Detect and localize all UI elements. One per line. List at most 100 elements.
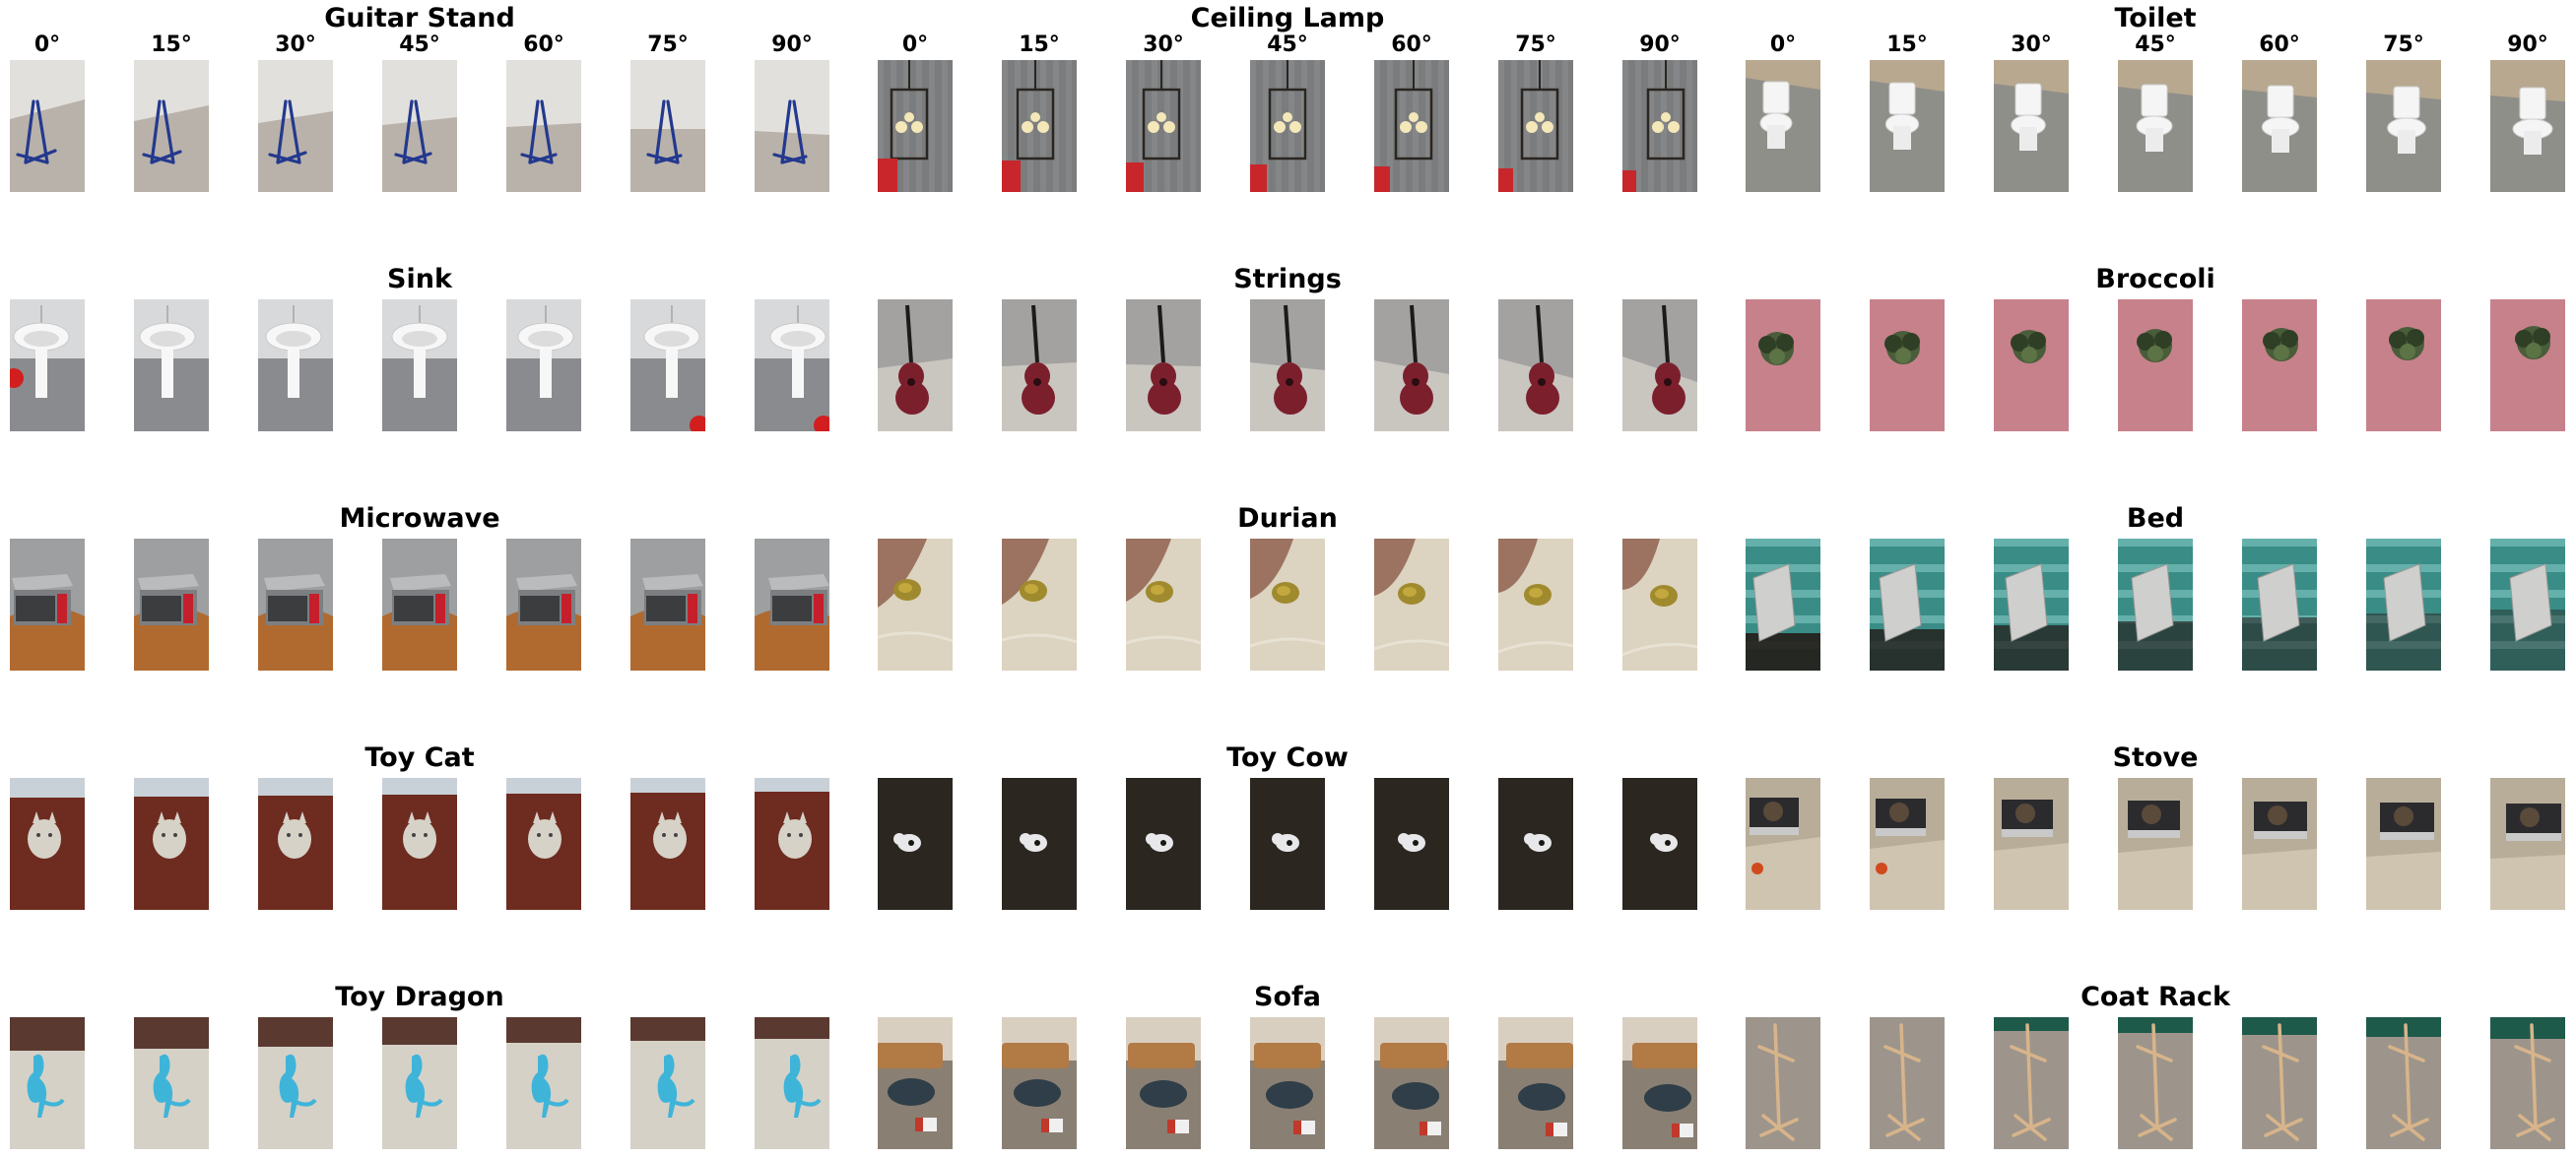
photo-placeholder: [1994, 299, 2069, 431]
view-image-cat: [630, 778, 705, 910]
view-image-cow: [878, 778, 953, 910]
photo-placeholder: [1746, 778, 1820, 910]
photo-placeholder: [630, 299, 705, 431]
photo-placeholder: [1994, 778, 2069, 910]
object-title: Stove: [1909, 742, 2402, 774]
photo-placeholder: [2242, 1017, 2317, 1149]
photo-placeholder: [1498, 1017, 1573, 1149]
object-title: Bed: [1909, 503, 2402, 535]
photo-placeholder: [2490, 1017, 2565, 1149]
photo-placeholder: [1746, 299, 1820, 431]
view-image-cow: [1498, 778, 1573, 910]
view-image-microwave: [755, 539, 829, 671]
photo-placeholder: [755, 539, 829, 671]
angle-label: 30°: [1982, 32, 2081, 58]
view-image-cat: [755, 778, 829, 910]
view-image-lamp: [1002, 60, 1077, 192]
photo-placeholder: [1126, 60, 1201, 192]
object-title: Sink: [173, 264, 666, 295]
view-image-lamp: [1374, 60, 1449, 192]
view-image-stove: [1994, 778, 2069, 910]
view-image-toilet: [2118, 60, 2193, 192]
view-image-sink: [258, 299, 333, 431]
photo-placeholder: [1002, 299, 1077, 431]
view-image-broccoli: [1870, 299, 1945, 431]
photo-placeholder: [1250, 299, 1325, 431]
angle-label: 60°: [1362, 32, 1461, 58]
photo-placeholder: [878, 539, 953, 671]
photo-placeholder: [1870, 539, 1945, 671]
view-image-stand: [755, 60, 829, 192]
photo-placeholder: [1994, 1017, 2069, 1149]
photo-placeholder: [1622, 778, 1697, 910]
angle-label: 15°: [990, 32, 1089, 58]
view-image-durian: [1622, 539, 1697, 671]
photo-placeholder: [1002, 778, 1077, 910]
photo-placeholder: [878, 60, 953, 192]
view-image-sink: [382, 299, 457, 431]
photo-placeholder: [2366, 299, 2441, 431]
view-image-stove: [1870, 778, 1945, 910]
photo-placeholder: [1498, 778, 1573, 910]
photo-placeholder: [1250, 778, 1325, 910]
view-image-toilet: [1746, 60, 1820, 192]
view-image-dragon: [10, 1017, 85, 1149]
photo-placeholder: [134, 539, 209, 671]
view-image-lamp: [1250, 60, 1325, 192]
view-image-guitar: [1622, 299, 1697, 431]
photo-placeholder: [1002, 60, 1077, 192]
angle-label: 0°: [0, 32, 97, 58]
photo-placeholder: [2366, 60, 2441, 192]
view-image-rack: [2366, 1017, 2441, 1149]
angle-label: 30°: [1114, 32, 1213, 58]
photo-placeholder: [755, 1017, 829, 1149]
view-image-microwave: [382, 539, 457, 671]
photo-placeholder: [382, 1017, 457, 1149]
object-title: Coat Rack: [1909, 982, 2402, 1013]
view-image-microwave: [258, 539, 333, 671]
photo-placeholder: [1498, 539, 1573, 671]
photo-placeholder: [1870, 778, 1945, 910]
view-image-sink: [10, 299, 85, 431]
photo-placeholder: [1126, 1017, 1201, 1149]
photo-placeholder: [134, 778, 209, 910]
photo-placeholder: [2118, 299, 2193, 431]
photo-placeholder: [1002, 1017, 1077, 1149]
view-image-sofa: [1622, 1017, 1697, 1149]
object-title: Strings: [1041, 264, 1534, 295]
view-image-cat: [506, 778, 581, 910]
view-image-sink: [506, 299, 581, 431]
photo-placeholder: [506, 299, 581, 431]
angle-label: 75°: [2354, 32, 2453, 58]
photo-placeholder: [2490, 60, 2565, 192]
view-image-stand: [258, 60, 333, 192]
view-image-sofa: [1374, 1017, 1449, 1149]
photo-placeholder: [878, 778, 953, 910]
photo-placeholder: [1126, 299, 1201, 431]
object-title: Sofa: [1041, 982, 1534, 1013]
view-image-stove: [2118, 778, 2193, 910]
object-title: Guitar Stand: [173, 3, 666, 34]
view-image-dragon: [382, 1017, 457, 1149]
photo-placeholder: [134, 299, 209, 431]
view-image-cow: [1002, 778, 1077, 910]
photo-placeholder: [2242, 299, 2317, 431]
photo-placeholder: [10, 1017, 85, 1149]
photo-placeholder: [755, 299, 829, 431]
photo-placeholder: [630, 539, 705, 671]
photo-placeholder: [1250, 539, 1325, 671]
object-title: Toilet: [1909, 3, 2402, 34]
object-title: Toy Cow: [1041, 742, 1534, 774]
photo-placeholder: [2366, 1017, 2441, 1149]
photo-placeholder: [878, 1017, 953, 1149]
photo-placeholder: [258, 1017, 333, 1149]
view-image-bed: [1746, 539, 1820, 671]
view-image-durian: [1126, 539, 1201, 671]
photo-placeholder: [258, 299, 333, 431]
object-title: Toy Dragon: [173, 982, 666, 1013]
view-image-rack: [1994, 1017, 2069, 1149]
photo-placeholder: [2366, 539, 2441, 671]
view-image-guitar: [1126, 299, 1201, 431]
object-title: Ceiling Lamp: [1041, 3, 1534, 34]
